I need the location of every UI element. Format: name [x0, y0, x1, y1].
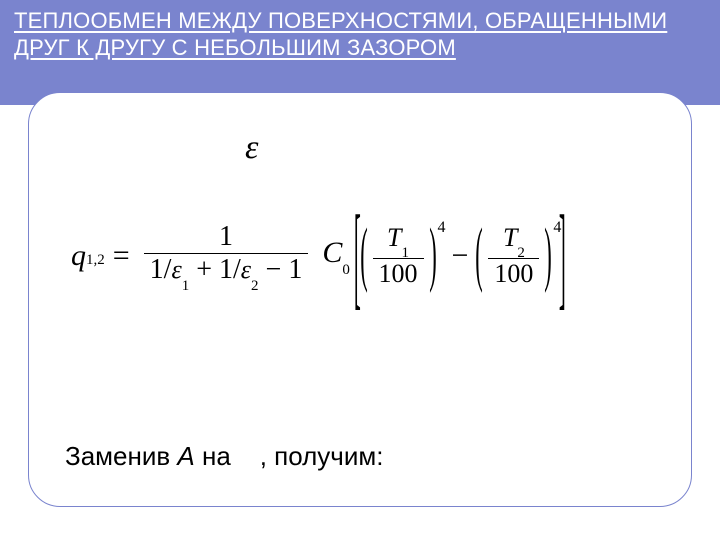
header-banner: ТЕПЛООБМЕН МЕЖДУ ПОВЕРХНОСТЯМИ, ОБРАЩЕНН…: [0, 0, 720, 105]
bottom-text: Заменив A на , получим:: [65, 441, 383, 472]
power-4-a: 4: [438, 220, 446, 236]
term-T2: ( T2 100 ) 4: [476, 223, 559, 289]
fraction-coefficient: 1 1/ε1 + 1/ε2 − 1: [144, 221, 309, 291]
slide-title: ТЕПЛООБМЕН МЕЖДУ ПОВЕРХНОСТЯМИ, ОБРАЩЕНН…: [14, 8, 706, 62]
equals: =: [113, 241, 130, 271]
coeff-C0: C0: [322, 238, 350, 273]
var-q: q: [71, 241, 86, 271]
epsilon-symbol: ε: [245, 129, 258, 167]
content-card: ε q1,2 = 1 1/ε1 + 1/ε2 − 1 C0 [ ( T1: [28, 92, 692, 507]
minus: −: [452, 241, 469, 271]
right-bracket: ]: [559, 197, 566, 312]
term-T1: ( T1 100 ) 4: [361, 223, 444, 289]
frac-den: 1/ε1 + 1/ε2 − 1: [144, 254, 309, 291]
formula: q1,2 = 1 1/ε1 + 1/ε2 − 1 C0 [ ( T1 100: [71, 221, 671, 291]
frac-num: 1: [213, 221, 239, 253]
sub-12: 1,2: [86, 253, 105, 268]
